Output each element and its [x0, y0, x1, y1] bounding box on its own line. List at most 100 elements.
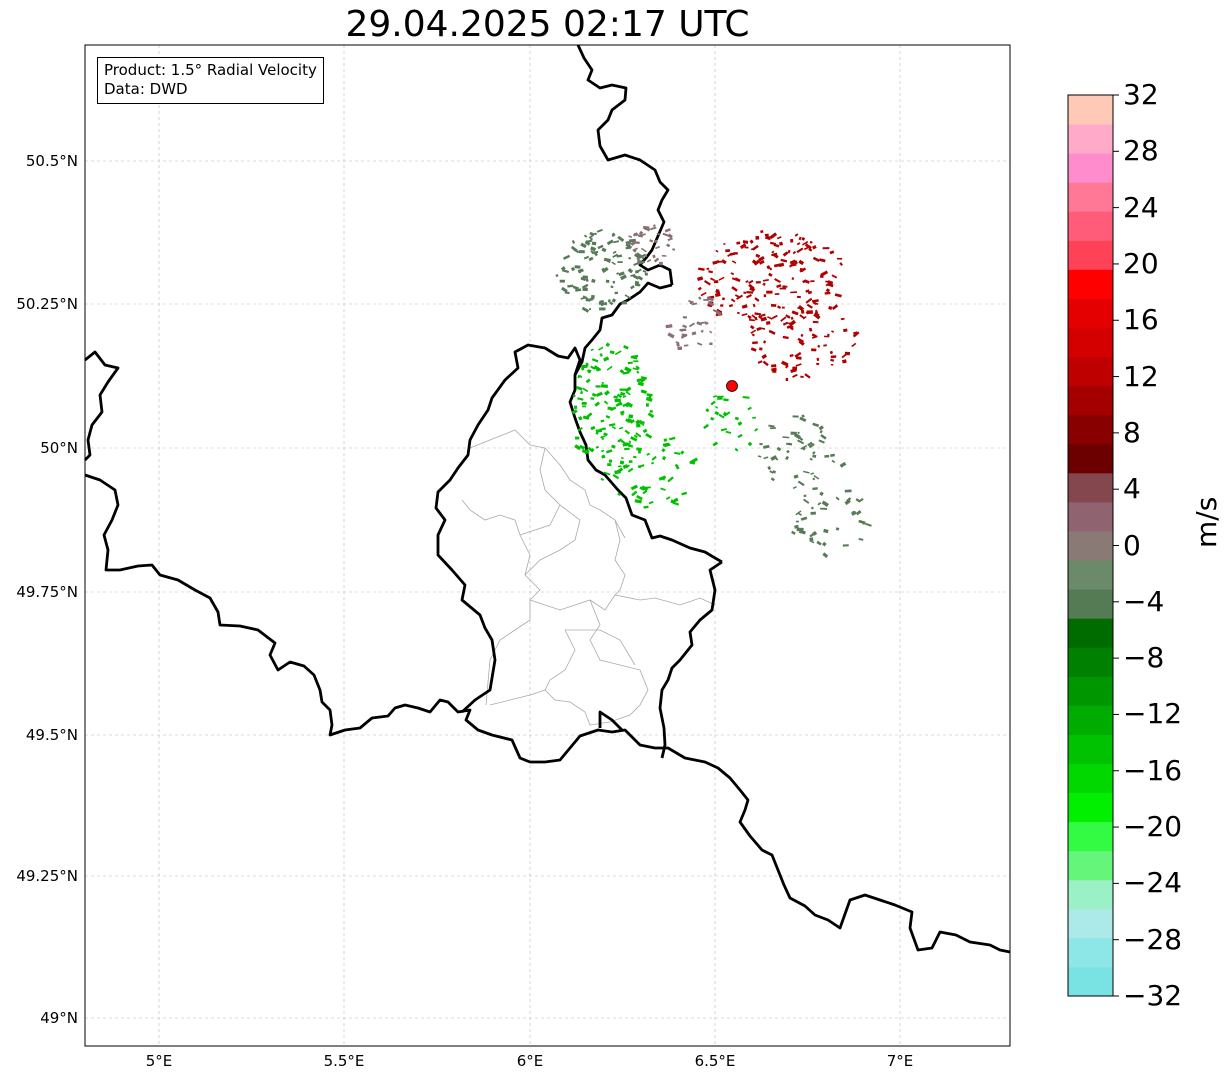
velocity-echo: [620, 410, 625, 415]
velocity-echo: [667, 233, 673, 239]
velocity-echo: [581, 306, 590, 313]
velocity-echo: [749, 325, 755, 330]
velocity-echo: [768, 424, 775, 428]
colorbar-tick-label: −8: [1123, 641, 1165, 675]
velocity-echo: [829, 350, 834, 355]
lon-tick-label: 5.5°E: [323, 1052, 365, 1070]
velocity-echo: [627, 467, 634, 473]
velocity-echo: [611, 444, 616, 449]
velocity-echo: [777, 305, 782, 310]
velocity-echo: [736, 294, 744, 300]
velocity-echo: [627, 241, 632, 245]
velocity-echo: [770, 303, 777, 307]
velocity-echo: [690, 457, 699, 464]
velocity-echo: [747, 441, 753, 447]
velocity-echo: [674, 463, 679, 468]
velocity-echo: [792, 415, 799, 418]
velocity-echo: [637, 275, 644, 281]
velocity-echo: [763, 456, 769, 460]
colorbar-segment: [1068, 763, 1113, 794]
velocity-echo: [623, 344, 629, 350]
velocity-echo: [723, 398, 729, 402]
velocity-echo: [645, 403, 649, 407]
velocity-echo: [713, 395, 718, 398]
velocity-echo: [809, 240, 813, 244]
velocity-echo: [603, 356, 610, 362]
velocity-echo: [677, 346, 683, 350]
velocity-echo: [771, 250, 775, 254]
colorbar-segment: [1068, 327, 1113, 358]
velocity-echo: [810, 511, 816, 515]
velocity-echo: [603, 471, 611, 476]
velocity-echo: [824, 454, 830, 458]
lat-tick-label: 50.25°N: [16, 295, 78, 313]
velocity-echo: [603, 432, 608, 437]
velocity-echo: [620, 274, 627, 281]
velocity-echo: [758, 259, 765, 265]
velocity-echo: [585, 298, 591, 302]
velocity-echo: [619, 460, 625, 465]
velocity-echo: [634, 241, 640, 244]
velocity-echo: [763, 444, 770, 449]
velocity-echo: [601, 454, 606, 459]
velocity-echo: [797, 480, 805, 487]
velocity-echo: [798, 236, 802, 241]
velocity-echo: [595, 428, 603, 433]
velocity-echo: [751, 333, 755, 337]
velocity-echo: [811, 506, 814, 510]
velocity-echo: [742, 240, 749, 244]
velocity-echo: [614, 291, 619, 295]
velocity-echo: [605, 279, 610, 283]
velocity-echo: [612, 280, 616, 284]
velocity-echo: [590, 297, 594, 301]
velocity-echo: [812, 454, 817, 458]
lon-tick-label: 5°E: [145, 1052, 173, 1070]
velocity-echo: [574, 405, 578, 409]
velocity-echo: [636, 370, 640, 374]
velocity-echo: [800, 375, 804, 379]
velocity-echo: [596, 368, 602, 372]
velocity-echo: [731, 277, 739, 282]
velocity-echo: [700, 329, 704, 333]
velocity-echo: [756, 326, 762, 332]
velocity-echo: [625, 391, 631, 396]
velocity-echo: [653, 239, 658, 243]
velocity-echo: [630, 484, 638, 491]
velocity-echo: [716, 259, 720, 264]
velocity-echo: [831, 274, 838, 279]
velocity-echo: [786, 325, 790, 329]
velocity-echo: [673, 497, 679, 503]
velocity-echo: [800, 333, 804, 337]
velocity-echo: [674, 451, 681, 455]
velocity-echo: [836, 257, 843, 260]
velocity-echo: [772, 369, 777, 373]
canton-borders: [461, 429, 716, 726]
velocity-echo: [600, 384, 608, 388]
velocity-echo: [642, 428, 648, 434]
velocity-echo: [601, 247, 607, 253]
velocity-echo: [798, 259, 805, 266]
velocity-echo: [795, 520, 799, 523]
velocity-echo: [634, 268, 642, 274]
velocity-echo: [757, 360, 763, 364]
velocity-echo: [781, 360, 789, 367]
colorbar-segment: [1068, 356, 1113, 387]
velocity-echo: [589, 231, 595, 237]
velocity-echo: [650, 226, 657, 231]
velocity-echo: [807, 441, 813, 447]
velocity-echo: [571, 409, 578, 415]
velocity-echo: [772, 470, 777, 474]
velocity-echo: [758, 315, 763, 320]
velocity-echo: [601, 381, 604, 384]
country-borders: [84, 44, 1011, 954]
velocity-echo: [610, 285, 614, 289]
colorbar-segment: [1068, 850, 1113, 881]
velocity-echo: [752, 303, 756, 308]
velocity-echo: [842, 544, 849, 547]
velocity-echo: [746, 294, 752, 299]
velocity-echo: [840, 317, 845, 321]
velocity-echo: [733, 252, 738, 255]
velocity-echo: [578, 374, 583, 379]
velocity-echo: [785, 364, 789, 369]
velocity-echo: [720, 304, 724, 307]
